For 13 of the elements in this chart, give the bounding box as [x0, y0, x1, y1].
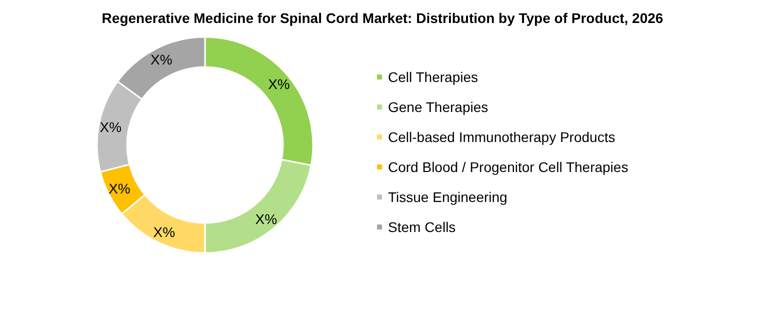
legend-label: Stem Cells — [388, 219, 456, 235]
legend-label: Cell-based Immunotherapy Products — [388, 129, 616, 145]
data-label: X% — [268, 76, 290, 92]
data-label: X% — [153, 224, 176, 240]
legend-label: Cell Therapies — [388, 69, 478, 85]
data-label: X% — [255, 210, 278, 227]
legend-label: Tissue Engineering — [388, 189, 508, 205]
legend-label: Cord Blood / Progenitor Cell Therapies — [388, 159, 628, 175]
legend-label: Gene Therapies — [388, 99, 488, 115]
data-label: X% — [108, 180, 130, 197]
chart-title: Regenerative Medicine for Spinal Cord Market: Distribution by Type of Product, 2026 — [102, 10, 664, 26]
data-label: X% — [100, 119, 122, 136]
data-label: X% — [150, 51, 172, 68]
